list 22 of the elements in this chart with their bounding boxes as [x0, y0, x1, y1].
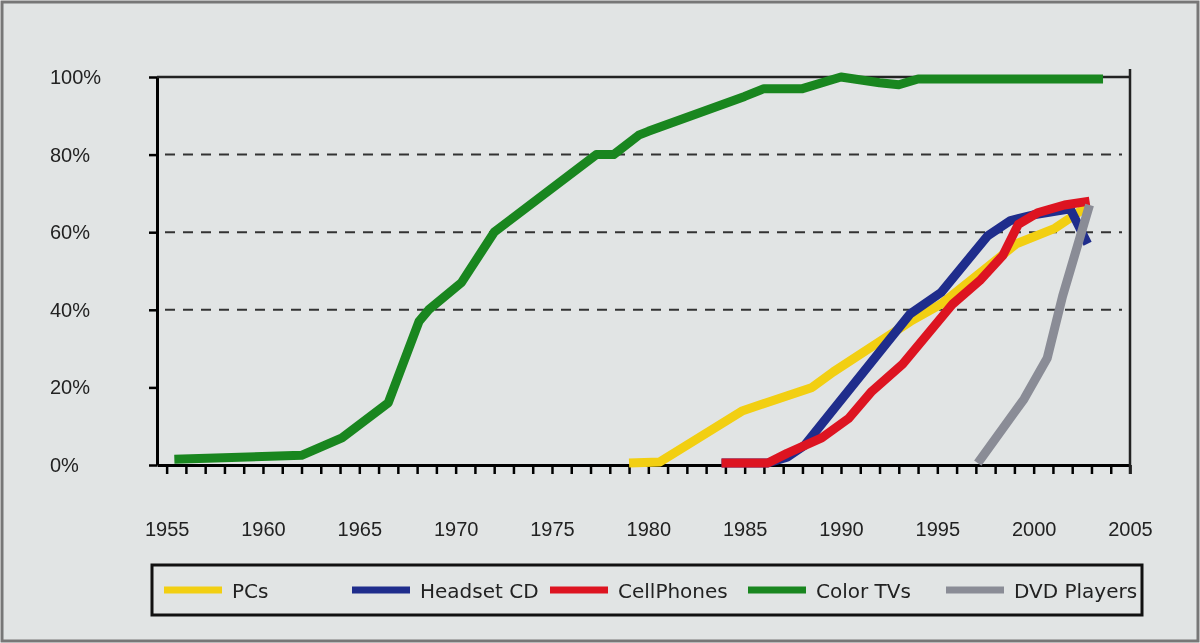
x-tick-label: 1960	[241, 518, 286, 541]
x-tick-label: 1995	[915, 518, 961, 541]
y-tick-label: 0%	[50, 453, 80, 476]
legend-label: DVD Players	[1014, 579, 1138, 603]
y-tick-label: 20%	[50, 376, 91, 399]
x-tick-label: 1955	[144, 518, 190, 541]
y-tick-label: 80%	[50, 143, 91, 166]
x-tick-label: 2005	[1108, 518, 1153, 541]
legend-label: PCs	[232, 579, 269, 603]
x-tick-label: 2000	[1011, 518, 1057, 541]
x-tick-label: 1985	[722, 518, 768, 541]
x-tick-label: 1970	[433, 518, 479, 541]
x-tick-label: 1975	[530, 518, 575, 541]
legend-label: CellPhones	[618, 579, 728, 603]
y-tick-label: 60%	[50, 221, 91, 244]
x-tick-label: 1990	[819, 518, 864, 541]
x-tick-label: 1965	[337, 518, 383, 541]
x-tick-label: 1980	[626, 518, 672, 541]
legend-label: Color TVs	[816, 579, 911, 603]
legend-label: Headset CD	[420, 579, 539, 603]
y-tick-label: 40%	[50, 298, 91, 321]
y-tick-label: 100%	[50, 65, 102, 88]
